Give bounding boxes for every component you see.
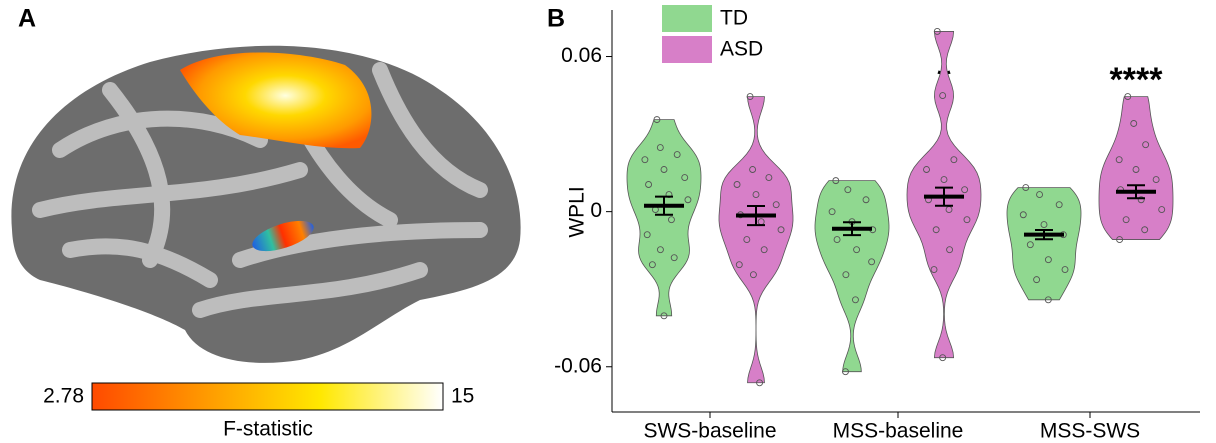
colorbar	[92, 383, 443, 410]
violin	[1099, 97, 1173, 240]
panel-label: A	[18, 5, 36, 33]
y-axis-label: WPLI	[566, 186, 589, 237]
legend-label: ASD	[720, 38, 763, 61]
x-tick-label: MSS-baseline	[833, 420, 964, 443]
colorbar-max: 15	[451, 385, 474, 408]
figure: A 2.78 15 F-statistic B WPLI 0.06 0 -0.06 S…	[0, 0, 1216, 443]
x-tick-label: SWS-baseline	[643, 420, 776, 443]
violin	[719, 97, 793, 383]
x-tick-label: MSS-SWS	[1040, 420, 1140, 443]
legend-swatch	[662, 36, 712, 63]
legend-label: TD	[720, 7, 748, 30]
violin	[627, 120, 701, 316]
y-tick-label: -0.06	[554, 354, 602, 377]
colorbar-min: 2.78	[43, 385, 84, 408]
legend-swatch	[662, 5, 712, 32]
panel-label: B	[547, 5, 565, 33]
violin	[1007, 188, 1081, 300]
brain	[11, 46, 520, 363]
y-tick-label: 0	[590, 199, 602, 222]
y-tick-label: 0.06	[561, 44, 602, 67]
significance: ****	[1110, 61, 1164, 99]
colorbar-label: F-statistic	[223, 418, 313, 441]
violin	[815, 181, 889, 372]
